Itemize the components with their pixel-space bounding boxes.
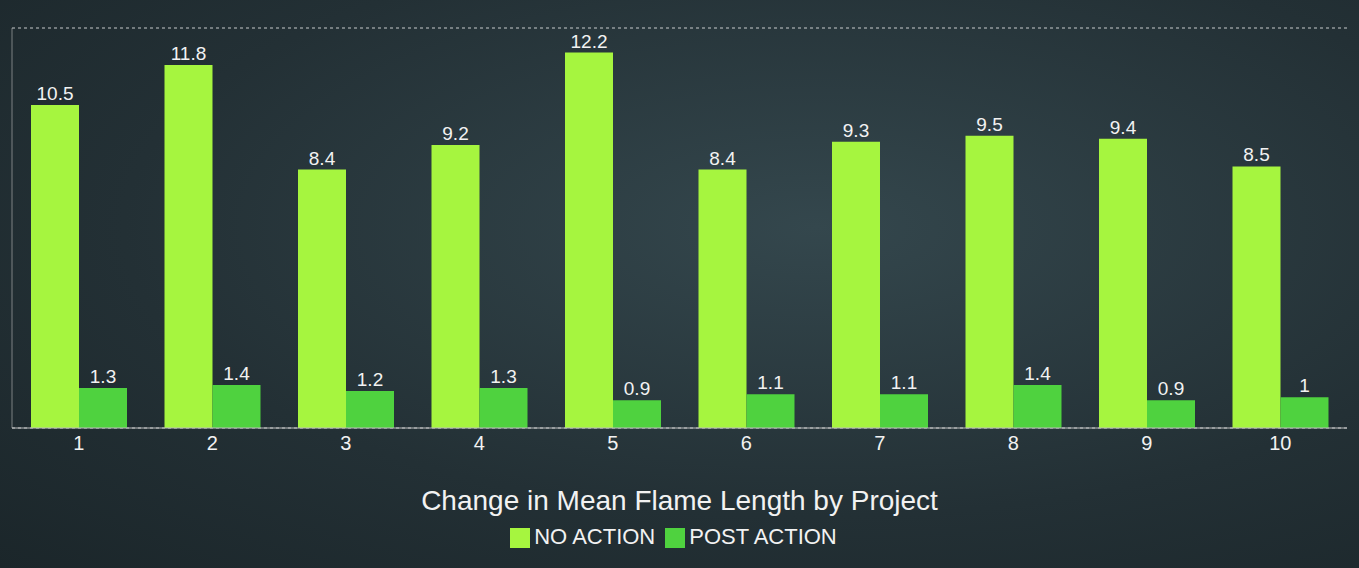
svg-text:3: 3: [340, 432, 351, 454]
svg-text:8.4: 8.4: [709, 148, 736, 169]
svg-text:9: 9: [1141, 432, 1152, 454]
svg-text:7: 7: [874, 432, 885, 454]
svg-text:8.4: 8.4: [309, 148, 336, 169]
svg-text:9.5: 9.5: [976, 114, 1002, 135]
svg-text:4: 4: [474, 432, 485, 454]
svg-text:1.1: 1.1: [757, 372, 783, 393]
svg-text:1.4: 1.4: [223, 363, 250, 384]
svg-text:1.1: 1.1: [891, 372, 917, 393]
svg-text:1.3: 1.3: [490, 366, 516, 387]
svg-text:9.3: 9.3: [843, 120, 869, 141]
svg-text:1.2: 1.2: [357, 369, 383, 390]
svg-text:Change in Mean Flame Length by: Change in Mean Flame Length by Project: [421, 485, 938, 516]
svg-text:2: 2: [207, 432, 218, 454]
svg-text:6: 6: [741, 432, 752, 454]
svg-text:10.5: 10.5: [37, 83, 74, 104]
html-text:NO ACTION: NO ACTION: [534, 524, 656, 549]
svg-text:8: 8: [1008, 432, 1019, 454]
html-text:POST ACTION: POST ACTION: [689, 524, 837, 549]
svg-text:1: 1: [1299, 375, 1310, 396]
svg-text:9.4: 9.4: [1110, 117, 1137, 138]
svg-text:1.3: 1.3: [90, 366, 116, 387]
svg-text:0.9: 0.9: [1158, 378, 1184, 399]
svg-text:12.2: 12.2: [571, 31, 608, 52]
svg-text:8.5: 8.5: [1243, 144, 1269, 165]
svg-text:9.2: 9.2: [442, 123, 468, 144]
svg-text:1: 1: [73, 432, 84, 454]
svg-text:0.9: 0.9: [624, 378, 650, 399]
svg-text:1.4: 1.4: [1024, 363, 1051, 384]
svg-text:11.8: 11.8: [171, 43, 207, 64]
svg-text:5: 5: [607, 432, 618, 454]
svg-text:10: 10: [1269, 432, 1291, 454]
